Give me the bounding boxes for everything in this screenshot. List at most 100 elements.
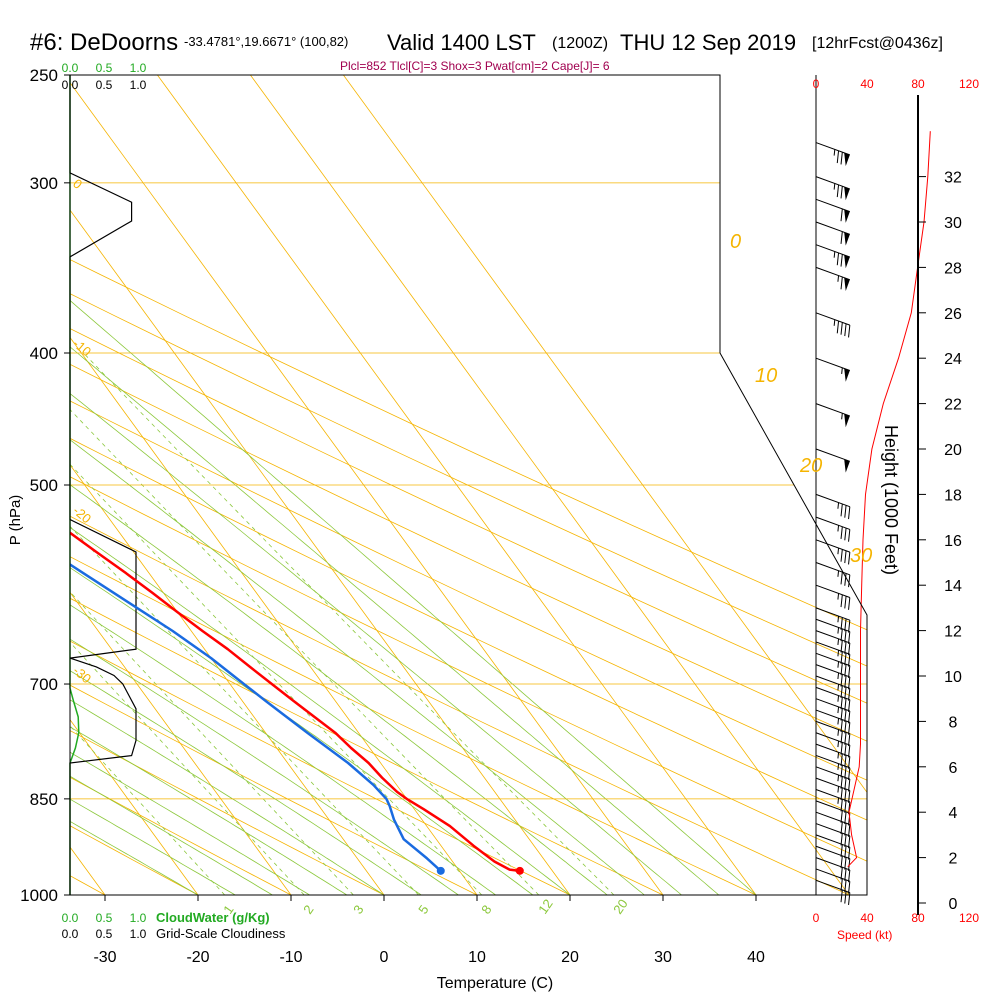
wind-barb [815,244,850,269]
isotherm-label: -10 [70,336,94,360]
wind-speed-tick-bottom: 120 [959,911,979,925]
wind-barb-staff [815,834,850,848]
moist-adiabat-line [70,75,385,895]
cloudwater-tick-top: 0.0 [62,61,79,75]
wind-speed-tick-bottom: 40 [860,911,874,925]
moist-adiabat-line [70,75,682,895]
wind-barb-feather [844,709,847,722]
wind-barb-feather [844,754,847,768]
height-tick-label: 28 [944,260,962,277]
wind-barb-half-feather [837,729,840,736]
mixing-ratio-label: 12 [535,896,556,916]
wind-barb-feather [840,810,843,823]
wind-barb-feather [844,743,847,757]
dry-adiabat-line [70,75,385,895]
wind-barb [815,448,850,473]
wind-barb-feather [848,767,851,781]
wind-barb-feather [848,745,851,758]
wind-barb-feather [848,688,851,701]
height-tick-label: 16 [944,533,962,550]
wind-barb [815,142,850,167]
temperature-tick-label: 20 [561,949,579,966]
wind-barb-feather [848,847,851,860]
wind-barb-feather [840,855,843,869]
wind-barb [815,403,850,428]
wind-barb-feather [844,573,847,586]
wind-barb-flag [844,459,850,473]
cloudiness-trace [69,75,137,895]
wind-barb [815,743,851,769]
cloudiness-tick-top: 1.0 [130,78,147,92]
wind-barb-feather [840,696,843,710]
valid-time-z: (1200Z) [552,35,608,52]
wind-barb-feather [840,889,843,903]
wind-barb-half-feather [837,740,840,748]
wind-barb [815,607,851,633]
cloudwater-tick-bottom: 0.0 [62,911,79,925]
wind-barb-feather [844,777,847,791]
wind-barb-feather [848,869,851,883]
wind-barb-half-feather [837,275,840,282]
wind-barb-staff [815,823,850,837]
wind-barb-half-feather [837,650,840,657]
wind-barb-feather [840,617,843,630]
temperature-start-marker [515,866,524,875]
isotherm-line [70,75,292,895]
wind-barb-feather [840,662,843,676]
wind-barb [815,834,851,860]
cloud-water-trace [69,75,80,895]
isotherm-label: -20 [70,503,94,527]
pressure-tick-label: 1000 [20,886,58,905]
wind-barb [815,766,851,792]
wind-barb-staff [815,698,850,712]
wind-barb-feather [840,526,843,540]
wind-barb-feather [848,574,851,588]
mixing-ratio-label: 3 [350,902,366,917]
moist-adiabat-line [70,75,645,895]
height-tick-label: 20 [944,442,962,459]
moist-adiabat-line [70,75,720,895]
wind-barb-feather [848,597,851,610]
wind-barb-feather [840,787,843,801]
wind-barb-half-feather [833,183,836,190]
wind-barb-staff [815,777,850,791]
wind-barb-feather [840,821,843,835]
wind-barb-flag [844,209,850,223]
height-tick-label: 26 [944,306,962,323]
wind-barb-feather [836,320,840,334]
wind-barb-staff [815,652,850,667]
wind-barb [815,789,851,815]
wind-barb-flag [844,413,850,428]
wind-barb-feather [848,325,851,338]
dry-adiabat-line [70,75,867,895]
thermo-grid [70,75,867,895]
wind-barb-feather [840,322,843,335]
wind-barb-feather [840,844,843,857]
wind-barb-half-feather [837,763,840,770]
mixing-ratio-label: 20 [610,896,631,916]
wind-barb-flag [844,368,850,382]
wind-barb-feather [844,766,847,779]
pressure-tick-label: 300 [30,174,58,193]
height-tick-label: 30 [944,215,962,232]
wind-barb-half-feather [837,502,840,509]
wind-barb [815,516,851,542]
moist-adiabat-line [70,75,459,895]
dry-adiabat-label: 30 [850,545,872,567]
wind-barb-feather [848,631,851,644]
wind-barb-feather [844,720,847,734]
wind-barb-feather [840,685,843,698]
temperature-tick-label: 30 [654,949,672,966]
wind-barb-feather [848,529,851,542]
wind-barb-feather [844,834,847,847]
wind-barb-feather [836,252,840,266]
dry-adiabat-line [70,75,867,895]
dry-adiabat-label: 20 [799,455,822,477]
wind-barb-feather [844,686,847,700]
wind-barb-staff [815,675,850,689]
wind-barb-half-feather [837,570,840,577]
wind-barb-staff [815,562,850,576]
wind-barb-staff [815,845,850,860]
wind-barb-staff [815,630,850,644]
wind-barb [815,584,851,610]
